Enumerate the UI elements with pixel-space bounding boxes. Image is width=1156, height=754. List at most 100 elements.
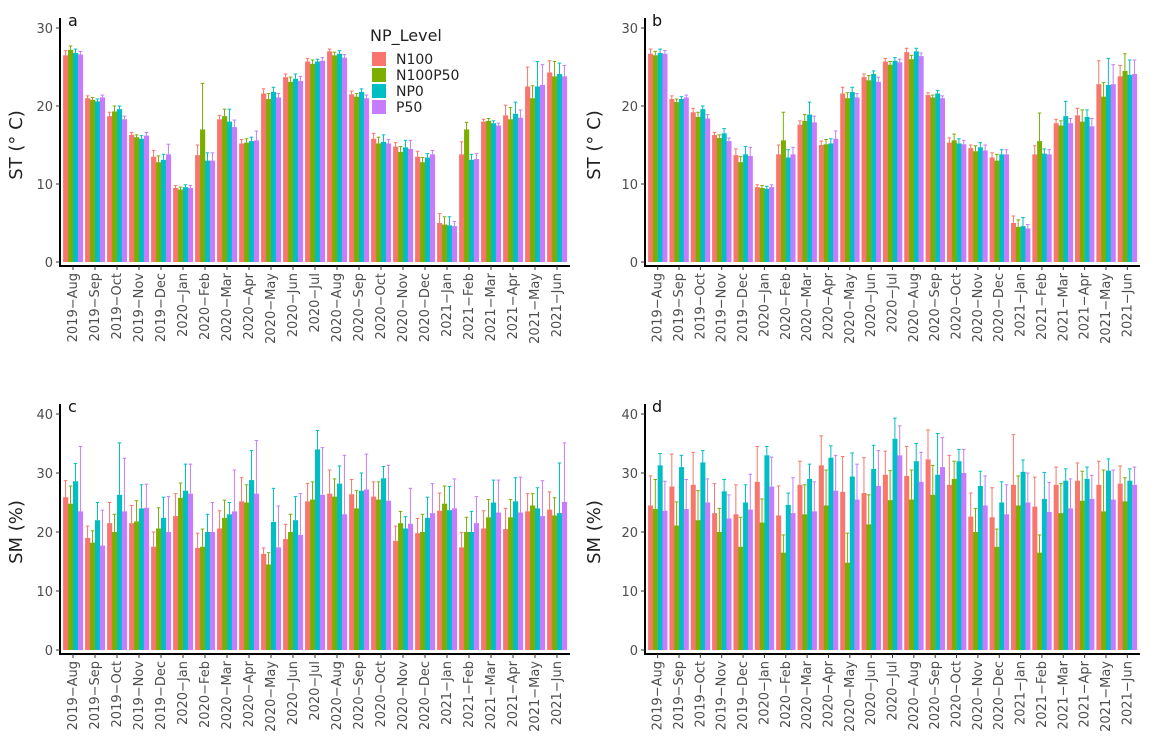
bar — [178, 497, 184, 650]
bar — [429, 513, 436, 650]
bar — [95, 101, 101, 262]
x-tick-label: 2019−Dec — [154, 661, 169, 730]
legend-label-n100: N100 — [396, 52, 433, 68]
bar — [977, 485, 983, 650]
x-tick-label: 2020−Jul — [886, 661, 901, 721]
y-tick-label: 0 — [630, 644, 638, 659]
x-tick-label: 2021−Jan — [440, 273, 455, 337]
bar — [385, 143, 392, 262]
bar — [337, 53, 343, 262]
bar — [705, 502, 711, 650]
bar — [151, 546, 157, 650]
bar — [871, 468, 877, 650]
bar — [818, 465, 824, 650]
bar — [700, 462, 706, 650]
legend-title: NP_Level — [370, 26, 442, 46]
bar — [283, 539, 289, 650]
x-tick-label: 2021−Jan — [1014, 661, 1029, 725]
bar — [977, 147, 983, 262]
bar — [674, 102, 680, 262]
bar — [200, 546, 206, 650]
bar — [271, 91, 277, 263]
bar — [231, 511, 238, 650]
bar — [712, 513, 718, 650]
x-tick-label: 2021−Feb — [462, 273, 477, 340]
x-tick-label: 2020−Feb — [779, 273, 794, 340]
x-tick-label: 2020−May — [843, 273, 858, 344]
bar — [117, 494, 123, 650]
x-tick-label: 2019−Sep — [88, 273, 103, 341]
bar — [892, 60, 898, 263]
x-tick-label: 2020−Jul — [308, 273, 323, 333]
bar — [754, 481, 760, 650]
bar — [840, 93, 846, 263]
bar — [447, 510, 453, 650]
bar — [1053, 123, 1059, 262]
bar — [785, 157, 791, 262]
bar — [747, 509, 753, 650]
bar — [354, 96, 360, 262]
bar — [652, 508, 658, 650]
bar — [690, 112, 696, 263]
bar — [156, 528, 162, 650]
bar — [1084, 478, 1090, 650]
bar — [134, 521, 140, 650]
bar — [759, 187, 765, 262]
bar — [854, 499, 860, 650]
x-tick-label: 2021−Apr — [1078, 272, 1093, 339]
bar — [769, 187, 775, 262]
x-tick-label: 2020−May — [843, 661, 858, 732]
bar — [429, 154, 436, 262]
bar — [173, 516, 179, 650]
x-tick-label: 2019−Aug — [651, 661, 666, 730]
bar — [1015, 505, 1021, 650]
bar — [918, 481, 924, 650]
bar — [940, 98, 945, 262]
bar — [561, 501, 568, 650]
bar — [315, 449, 321, 650]
bar — [904, 475, 910, 650]
bar — [683, 508, 689, 650]
bar — [828, 457, 834, 650]
bar — [425, 517, 431, 650]
bar — [849, 91, 855, 263]
bar — [508, 517, 514, 650]
bar — [495, 125, 502, 262]
bar — [1004, 514, 1010, 650]
x-tick-label: 2021−May — [528, 661, 543, 732]
bar — [1010, 223, 1016, 262]
bar — [887, 500, 893, 650]
y-tick-label: 20 — [621, 100, 638, 115]
bar — [913, 461, 919, 650]
bar — [700, 109, 706, 263]
bar — [738, 546, 744, 650]
bar — [547, 72, 553, 263]
bar — [525, 86, 531, 262]
bar — [973, 532, 979, 650]
bar — [743, 502, 749, 650]
x-tick-label: 2019−Nov — [715, 273, 730, 343]
x-tick-label: 2019−Oct — [693, 661, 708, 727]
x-tick-label: 2019−Sep — [88, 661, 103, 729]
x-tick-label: 2020−Sep — [352, 273, 367, 341]
x-tick-label: 2020−Sep — [928, 661, 943, 729]
bar — [738, 162, 744, 262]
bar — [1068, 508, 1074, 650]
bar — [129, 523, 135, 650]
bar — [989, 157, 995, 262]
x-tick-label: 2021−Jan — [1014, 273, 1029, 337]
bar — [956, 461, 962, 650]
bar — [679, 467, 685, 650]
bar — [121, 511, 128, 650]
bar — [491, 123, 497, 262]
bar — [183, 187, 189, 262]
x-tick-label: 2019−Nov — [132, 273, 147, 343]
bar — [513, 113, 519, 262]
x-tick-label: 2020−Feb — [198, 661, 213, 728]
bar — [437, 223, 443, 262]
bar — [305, 501, 311, 650]
bar — [1105, 470, 1111, 650]
bar — [552, 515, 558, 650]
bar — [811, 511, 817, 650]
x-tick-label: 2020−Jan — [757, 661, 772, 725]
